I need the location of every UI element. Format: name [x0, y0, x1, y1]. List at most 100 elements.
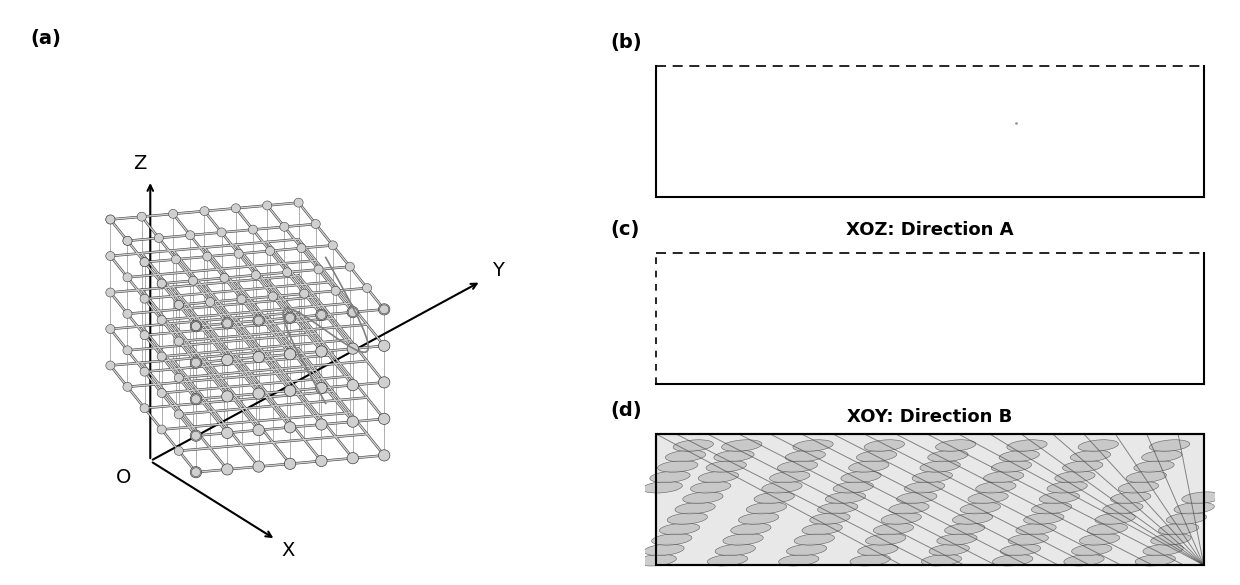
Ellipse shape	[1135, 555, 1176, 566]
Ellipse shape	[650, 471, 691, 483]
Circle shape	[347, 343, 358, 355]
Ellipse shape	[921, 555, 961, 566]
Ellipse shape	[667, 512, 708, 524]
Circle shape	[346, 262, 355, 271]
Circle shape	[316, 309, 327, 321]
Circle shape	[169, 209, 177, 218]
Text: X: X	[281, 542, 295, 560]
Ellipse shape	[849, 555, 890, 566]
Ellipse shape	[786, 544, 827, 556]
Circle shape	[191, 431, 201, 440]
Circle shape	[347, 380, 358, 391]
Ellipse shape	[785, 450, 826, 462]
Ellipse shape	[1143, 544, 1183, 556]
Text: XOZ: Direction A: XOZ: Direction A	[846, 221, 1014, 239]
Text: Z: Z	[133, 154, 146, 173]
Circle shape	[191, 468, 201, 477]
Ellipse shape	[960, 503, 1001, 514]
Ellipse shape	[792, 440, 833, 451]
Ellipse shape	[935, 440, 976, 451]
Circle shape	[157, 279, 166, 288]
Ellipse shape	[1126, 471, 1167, 483]
Circle shape	[123, 236, 131, 245]
Circle shape	[232, 204, 241, 213]
Circle shape	[140, 404, 149, 412]
Ellipse shape	[698, 471, 739, 483]
Ellipse shape	[761, 481, 802, 493]
Circle shape	[222, 355, 233, 366]
Ellipse shape	[691, 481, 730, 493]
Circle shape	[284, 385, 296, 397]
Circle shape	[378, 450, 389, 461]
Circle shape	[314, 265, 324, 274]
Circle shape	[123, 236, 131, 245]
Circle shape	[285, 314, 295, 322]
Circle shape	[140, 294, 149, 303]
Ellipse shape	[991, 460, 1032, 472]
Bar	[656, 434, 1204, 565]
Circle shape	[105, 215, 115, 224]
Circle shape	[248, 225, 258, 234]
Circle shape	[222, 391, 233, 402]
Ellipse shape	[1007, 440, 1047, 451]
Circle shape	[175, 446, 184, 455]
Ellipse shape	[976, 481, 1016, 493]
Circle shape	[254, 316, 263, 325]
Circle shape	[157, 279, 166, 288]
Ellipse shape	[826, 492, 866, 504]
Ellipse shape	[715, 544, 755, 556]
Circle shape	[140, 257, 149, 267]
Ellipse shape	[706, 460, 746, 472]
Circle shape	[186, 230, 195, 240]
Text: XOY: Direction B: XOY: Direction B	[847, 408, 1013, 426]
Ellipse shape	[983, 471, 1024, 483]
Circle shape	[175, 300, 184, 309]
Circle shape	[237, 295, 246, 304]
Circle shape	[175, 410, 184, 419]
Circle shape	[190, 394, 202, 405]
Ellipse shape	[945, 523, 985, 535]
Ellipse shape	[866, 534, 906, 545]
Ellipse shape	[1016, 523, 1056, 535]
Circle shape	[219, 273, 229, 283]
Circle shape	[217, 228, 226, 237]
Ellipse shape	[882, 512, 921, 524]
Circle shape	[140, 331, 149, 340]
Circle shape	[253, 315, 264, 326]
Ellipse shape	[864, 440, 904, 451]
Circle shape	[157, 352, 166, 361]
Text: (c): (c)	[610, 220, 640, 239]
Ellipse shape	[817, 503, 858, 514]
Ellipse shape	[1174, 503, 1214, 514]
Circle shape	[253, 352, 264, 363]
Ellipse shape	[810, 512, 851, 524]
Circle shape	[200, 207, 210, 215]
Circle shape	[316, 455, 327, 467]
Circle shape	[265, 246, 274, 256]
Ellipse shape	[1158, 523, 1199, 535]
Ellipse shape	[683, 492, 723, 504]
Ellipse shape	[1133, 460, 1174, 472]
Ellipse shape	[857, 450, 897, 462]
Ellipse shape	[1151, 534, 1192, 545]
Circle shape	[253, 425, 264, 436]
Circle shape	[175, 337, 184, 346]
Circle shape	[206, 298, 215, 307]
Circle shape	[283, 268, 291, 277]
Circle shape	[331, 286, 340, 295]
Circle shape	[105, 252, 115, 260]
Ellipse shape	[897, 492, 937, 504]
Circle shape	[253, 461, 264, 472]
Bar	[656, 434, 1204, 565]
Circle shape	[105, 361, 115, 370]
Text: Y: Y	[492, 261, 505, 280]
Ellipse shape	[1111, 492, 1151, 504]
Ellipse shape	[1024, 512, 1064, 524]
Ellipse shape	[722, 440, 761, 451]
Ellipse shape	[802, 523, 842, 535]
Circle shape	[296, 243, 306, 253]
Ellipse shape	[889, 503, 929, 514]
Circle shape	[280, 222, 289, 231]
Circle shape	[105, 325, 115, 333]
Ellipse shape	[999, 450, 1039, 462]
